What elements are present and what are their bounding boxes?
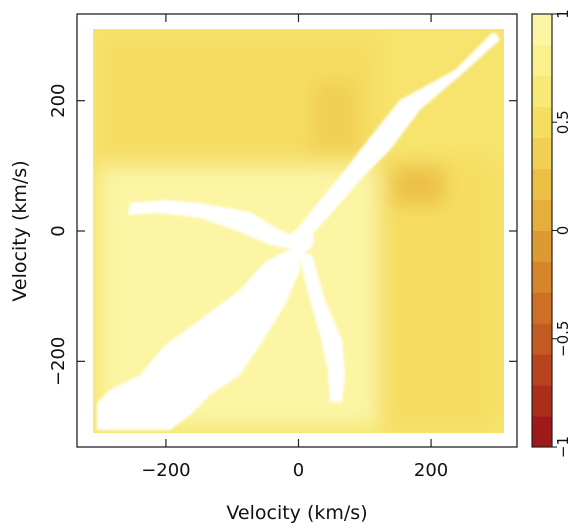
colorbar-step [532,416,552,448]
colorbar-step [532,230,552,262]
heatmap-block-4 [391,165,445,205]
x-axis-ticks: −200 0 200 [141,14,448,481]
colorbar-step [532,292,552,324]
y-tick-label: 200 [48,83,69,117]
colorbar-step [532,323,552,355]
colorbar-tick-label: −1 [554,436,572,458]
colorbar-step [532,44,552,77]
colorbar-step [532,106,552,139]
colorbar-tick-label: −0.5 [554,321,572,357]
heatmap-block-1 [311,81,359,153]
colorbar-step [532,199,552,231]
colorbar-tick-label: 0.5 [554,110,572,134]
colorbar: −1 −0.5 0 0.5 1 [531,9,572,458]
x-axis-title: Velocity (km/s) [226,502,367,524]
colorbar-step [532,168,552,201]
colorbar-step [532,137,552,170]
colorbar-step [532,75,552,108]
x-tick-label: 200 [414,460,448,481]
y-tick-label: −200 [48,337,69,386]
colorbar-tick-label: 1 [554,9,572,19]
colorbar-step [532,14,552,46]
y-tick-label: 0 [48,225,69,236]
colorbar-tick-label: 0 [554,226,572,236]
colorbar-step [532,261,552,293]
x-tick-label: 0 [293,460,304,481]
heatmap-block-2 [126,94,200,134]
masked-diagonal [97,33,500,430]
y-axis-ticks: −200 0 200 [48,83,517,386]
y-axis-title: Velocity (km/s) [9,160,31,301]
heatmap-area [93,29,504,433]
colorbar-step [532,385,552,417]
colorbar-step [532,354,552,386]
x-tick-label: −200 [141,460,190,481]
